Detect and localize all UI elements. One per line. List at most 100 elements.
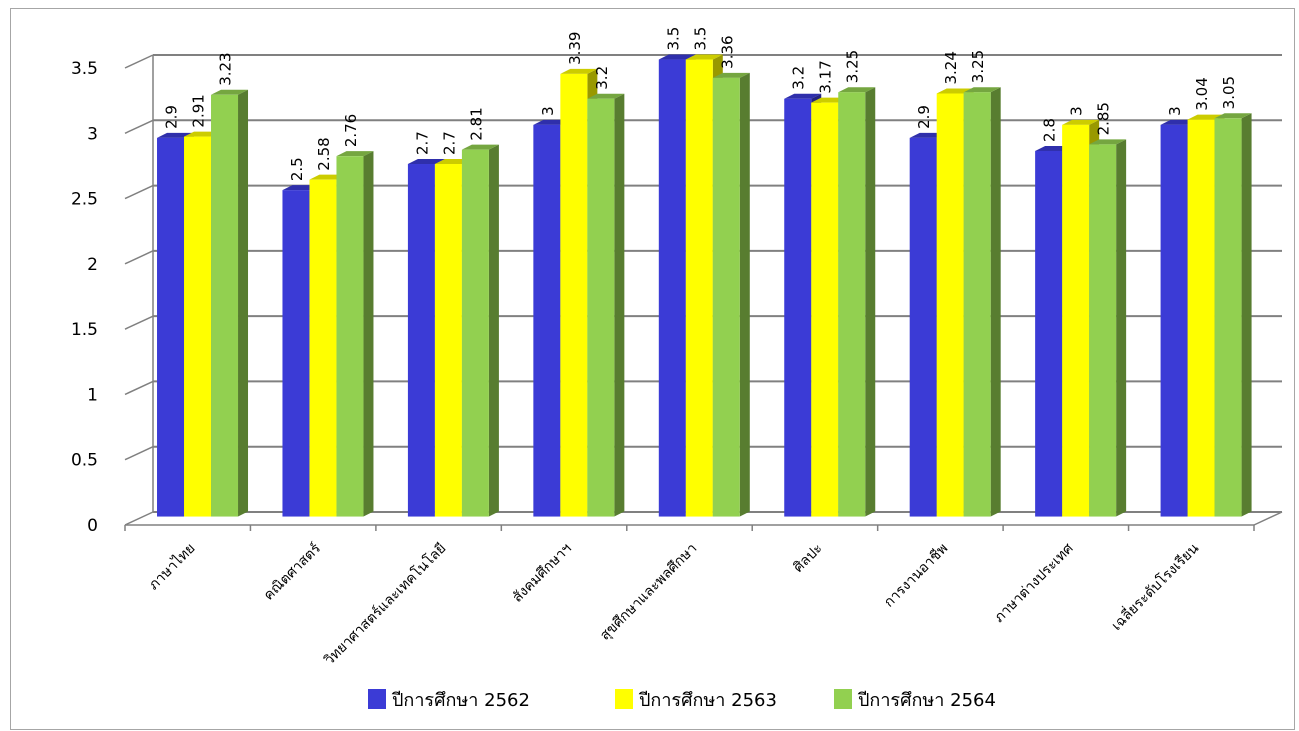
legend-label: ปีการศึกษา 2562 — [392, 690, 530, 711]
data-label: 3.5 — [664, 27, 682, 51]
y-tick-label: 2 — [87, 255, 98, 275]
bar — [1062, 124, 1090, 517]
bar — [838, 92, 866, 517]
side-wall-line — [124, 511, 154, 526]
category-label: ภาษาต่างประเทศ — [991, 540, 1076, 625]
bar-top — [784, 93, 822, 99]
bar — [685, 59, 713, 517]
bar — [1160, 124, 1188, 517]
data-label: 2.85 — [1095, 102, 1113, 135]
data-label: 2.91 — [190, 94, 208, 127]
bar-top — [658, 54, 696, 60]
side-wall-line — [124, 315, 154, 330]
data-label: 2.8 — [1041, 118, 1059, 142]
bar-top — [1214, 113, 1252, 119]
bar-side — [1116, 139, 1127, 517]
data-label: 3.24 — [942, 51, 960, 84]
bar — [784, 98, 812, 517]
data-label: 3 — [1068, 106, 1086, 116]
bar-side — [990, 87, 1001, 517]
category-label: สุขศึกษาและพลศึกษา — [597, 541, 700, 644]
data-label: 3.25 — [844, 50, 862, 83]
legend-label: ปีการศึกษา 2564 — [858, 690, 996, 711]
bar — [936, 93, 964, 517]
bar — [434, 164, 462, 517]
bar — [1035, 150, 1063, 517]
data-label: 3.36 — [718, 35, 736, 68]
legend-label: ปีการศึกษา 2563 — [639, 690, 777, 711]
data-label: 2.9 — [163, 105, 181, 129]
bar — [282, 190, 310, 517]
bar-top — [1062, 119, 1100, 125]
data-label: 3.17 — [817, 60, 835, 93]
bar — [184, 136, 212, 517]
data-label: 3.25 — [969, 50, 987, 83]
category-label: คณิตศาสตร์ — [260, 539, 324, 603]
bar-top — [211, 89, 249, 95]
category-label: ภาษาไทย — [145, 540, 198, 593]
bar-top — [1089, 139, 1127, 145]
bar-top — [336, 151, 374, 157]
bar-side — [238, 89, 249, 517]
bar — [309, 179, 337, 517]
y-tick-label: 0.5 — [71, 451, 98, 471]
y-tick-label: 1.5 — [71, 320, 98, 340]
data-label: 2.7 — [413, 131, 431, 155]
bar — [1214, 118, 1242, 517]
side-wall-line — [124, 380, 154, 396]
floor-right-edge — [1253, 511, 1283, 526]
bar-side — [1241, 113, 1252, 517]
bar — [461, 149, 489, 517]
data-label: 3.2 — [790, 66, 808, 90]
side-wall-line — [124, 119, 154, 134]
side-wall-line — [124, 250, 154, 265]
bar — [1187, 119, 1215, 517]
bar — [211, 94, 239, 517]
y-tick-label: 0 — [87, 516, 98, 536]
y-tick-label: 3.5 — [71, 59, 98, 79]
data-label: 2.58 — [315, 137, 333, 170]
data-label: 3.39 — [566, 32, 584, 65]
bar-side — [614, 93, 625, 517]
bar — [336, 156, 364, 517]
bar-side — [363, 151, 374, 517]
bar — [407, 164, 435, 517]
bar-top — [560, 68, 598, 74]
bar — [811, 102, 839, 517]
category-label: สังคมศึกษาฯ — [510, 541, 575, 606]
bar — [587, 98, 615, 517]
bar-top — [587, 93, 625, 99]
bar-top — [407, 159, 445, 165]
bar — [560, 73, 588, 517]
category-label: การงานอาชีพ — [881, 541, 951, 611]
bar — [909, 137, 937, 517]
legend-swatch — [368, 689, 386, 709]
bar — [157, 137, 185, 517]
data-label: 3.04 — [1193, 77, 1211, 110]
bar-top — [963, 87, 1001, 93]
bar-top — [838, 87, 876, 93]
bar — [1089, 144, 1117, 517]
bar — [658, 59, 686, 517]
bar — [712, 77, 740, 517]
side-wall-line — [124, 446, 154, 461]
data-label: 3 — [539, 106, 557, 116]
bar-side — [865, 87, 876, 517]
legend-swatch — [834, 689, 852, 709]
data-label: 2.9 — [915, 105, 933, 129]
data-label: 2.7 — [440, 131, 458, 155]
data-label: 2.5 — [288, 157, 306, 181]
bar-top — [461, 144, 499, 150]
data-label: 3.2 — [593, 66, 611, 90]
category-label: วิทยาศาสตร์และเทคโนโลยี — [321, 540, 450, 669]
y-tick-label: 1 — [87, 385, 98, 405]
data-label: 2.76 — [342, 114, 360, 147]
y-tick-label: 3 — [87, 124, 98, 144]
data-label: 2.81 — [467, 107, 485, 140]
bar-side — [739, 72, 750, 517]
side-wall-line — [124, 184, 154, 200]
bar-side — [488, 144, 499, 517]
bar — [963, 92, 991, 517]
category-label: เฉลี่ยระดับโรงเรียน — [1107, 539, 1202, 634]
